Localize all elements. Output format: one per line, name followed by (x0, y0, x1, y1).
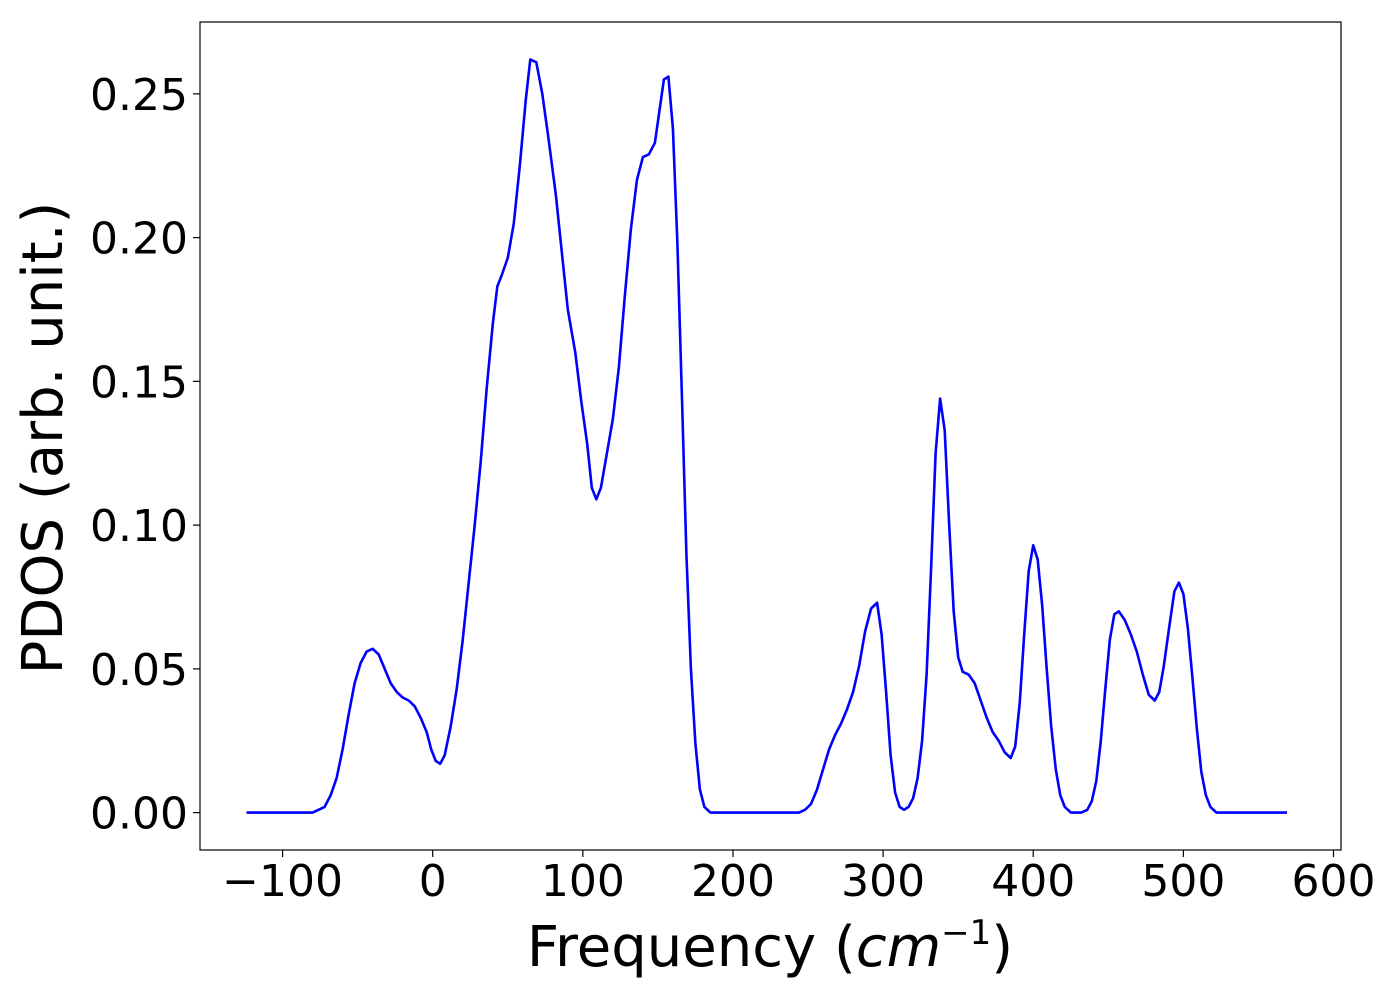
y-tick-label: 0.20 (90, 214, 188, 265)
x-tick-label: 600 (1292, 856, 1376, 907)
x-axis-ticks: −100 0 100 200 300 400 500 600 (222, 850, 1375, 907)
x-tick-label: 300 (841, 856, 925, 907)
y-axis-label: PDOS (arb. unit.) (11, 202, 76, 675)
x-tick-label: 500 (1141, 856, 1225, 907)
y-tick-label: 0.00 (90, 789, 188, 840)
x-axis-label: Frequency (cm−1) (527, 913, 1013, 980)
x-tick-label: 400 (991, 856, 1075, 907)
y-tick-label: 0.15 (90, 357, 188, 408)
y-tick-label: 0.05 (90, 645, 188, 696)
plot-area-frame (199, 21, 1342, 851)
y-axis-ticks: 0.00 0.05 0.10 0.15 0.20 0.25 (90, 70, 200, 840)
y-tick-label: 0.10 (90, 501, 188, 552)
pdos-series-line (246, 58, 1287, 814)
x-tick-label: 100 (541, 856, 625, 907)
x-tick-label: 0 (419, 856, 447, 907)
x-tick-label: −100 (222, 856, 343, 907)
y-tick-label: 0.25 (90, 70, 188, 121)
x-tick-label: 200 (691, 856, 775, 907)
